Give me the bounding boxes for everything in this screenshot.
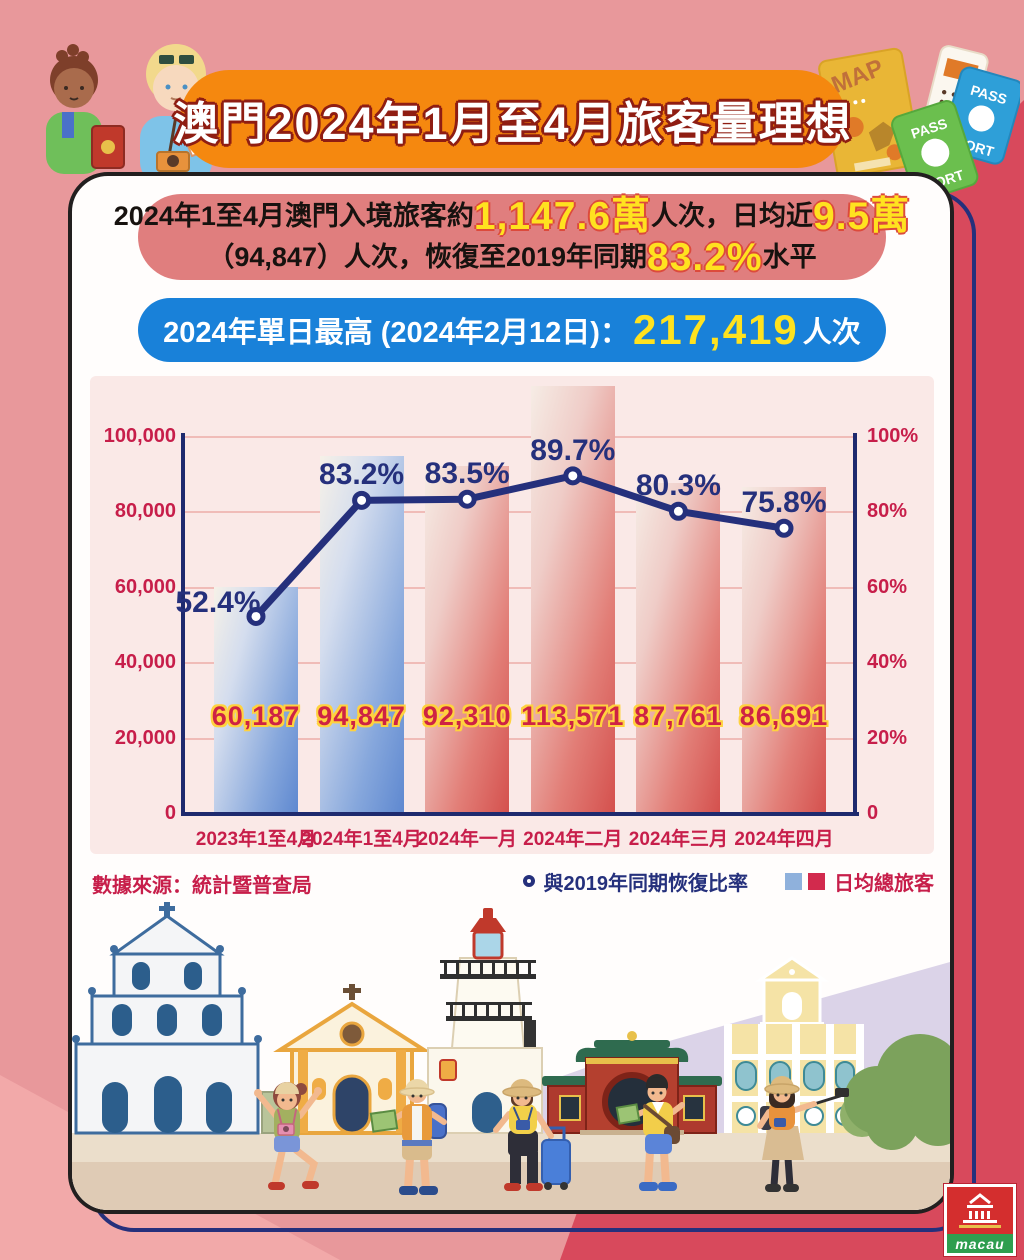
- left-axis-tick: 100,000: [103, 425, 176, 447]
- line-value-label: 80.3%: [635, 469, 721, 503]
- macau-tourism-logo: macau: [944, 1184, 1016, 1256]
- line-legend-label: 與2019年同期恢復比率: [543, 872, 749, 895]
- line-value-label: 75.8%: [741, 486, 827, 520]
- summary-line-2: （94,847）人次，恢復至2019年同期83.2%水平: [207, 237, 816, 278]
- tourist-suitcase-woman: [493, 1079, 571, 1191]
- left-axis-tick: 60,000: [114, 575, 176, 598]
- chart-panel: 60,187 94,847 92,310 113,571 87,761 86,691 202…: [90, 376, 934, 854]
- summary-recovery-rate: 83.2%: [647, 236, 763, 279]
- x-axis-label: 2024年二月: [523, 829, 623, 850]
- gridline: [183, 511, 855, 514]
- travel-documents-illustration: MAP PASS PORT PASS PORT: [818, 45, 1020, 196]
- line-value-label: 52.4%: [175, 586, 261, 620]
- bar-legend-blue-swatch: [785, 872, 802, 890]
- map-booklet: MAP: [818, 47, 921, 179]
- record-pill: 2024年單日最高 (2024年2月12日)： 217,419 人次: [138, 298, 886, 362]
- bar: [319, 456, 404, 814]
- a-ma-temple: [542, 1031, 722, 1135]
- line-value-label: 83.2%: [319, 458, 405, 492]
- bushes: [840, 1034, 950, 1150]
- left-axis-line: [181, 433, 185, 816]
- right-axis-tick: 0: [867, 802, 879, 824]
- line-marker: [246, 606, 266, 626]
- bar-value-label: 87,761: [634, 701, 723, 731]
- gridline: [183, 737, 855, 740]
- right-axis-tick: 60%: [867, 575, 908, 598]
- summary-text: 人次，日均近: [651, 201, 814, 231]
- gridline: [183, 662, 855, 665]
- bar-legend-red-swatch: [808, 872, 825, 890]
- summary-text: 2024年1至4月澳門入境旅客約: [113, 201, 474, 231]
- bar: [742, 487, 826, 814]
- left-axis-tick: 80,000: [114, 500, 176, 523]
- x-axis-label: 2024年一月: [417, 829, 517, 850]
- line-legend-marker-icon: [522, 875, 535, 887]
- x-axis-line: [183, 812, 859, 816]
- recovery-rate-line: [246, 466, 794, 626]
- line-marker: [563, 466, 583, 486]
- summary-text: 水平: [762, 242, 817, 272]
- logo-wordmark: macau: [947, 1234, 1013, 1253]
- line-marker: [774, 518, 794, 538]
- line-marker: [352, 490, 372, 510]
- logo-facade-icon: [947, 1187, 1013, 1234]
- main-card: 2024年1至4月澳門入境旅客約1,147.6萬人次，日均近9.5萬 （94,8…: [68, 172, 954, 1214]
- bar-value-label: 92,310: [422, 701, 512, 731]
- x-axis-label: 2024年1至4月: [301, 829, 422, 850]
- data-source: 數據來源：統計暨普查局: [92, 875, 312, 897]
- tourist-map-man: [615, 1074, 685, 1191]
- city-illustration: [72, 902, 950, 1210]
- title-banner: 澳門2024年1月至4月旅客量理想: [173, 70, 851, 168]
- right-axis-tick: 40%: [867, 651, 908, 674]
- summary-pill: 2024年1至4月澳門入境旅客約1,147.6萬人次，日均近9.5萬 （94,8…: [114, 194, 909, 280]
- right-axis-line: [853, 433, 857, 816]
- tourist-jumping-woman: [254, 1082, 322, 1190]
- line-marker: [668, 501, 688, 521]
- ruins-of-st-pauls: [72, 902, 262, 1135]
- line-path: [253, 472, 785, 619]
- chart-footer: 數據來源：統計暨普查局 與2019年同期恢復比率 日均總旅客: [90, 866, 934, 897]
- bar: [636, 483, 721, 814]
- record-value: 217,419: [632, 306, 799, 353]
- bar-value-label: 60,187: [211, 701, 301, 731]
- line-value-label: 89.7%: [530, 433, 616, 467]
- bar-legend-label: 日均總旅客: [834, 872, 934, 895]
- summary-daily-average: 9.5萬: [813, 195, 911, 238]
- summary-total-visitors: 1,147.6萬: [473, 195, 652, 238]
- bar: [530, 385, 615, 814]
- bar: [425, 465, 510, 814]
- gridline: [183, 586, 855, 589]
- right-axis-tick: 80%: [867, 500, 908, 523]
- chart-legend: 與2019年同期恢復比率 日均總旅客: [522, 866, 934, 896]
- summary-line-1: 2024年1至4月澳門入境旅客約1,147.6萬人次，日均近9.5萬: [114, 196, 910, 237]
- record-suffix: 人次: [802, 317, 861, 349]
- gridline: [183, 436, 855, 438]
- tourist-backpack-man: [369, 1079, 447, 1195]
- bar-value-label: 86,691: [739, 701, 829, 731]
- page-title: 澳門2024年1月至4月旅客量理想: [173, 97, 853, 149]
- tourist-child: [46, 44, 125, 174]
- left-axis-tick: 0: [164, 802, 176, 824]
- bar-value-label: 113,571: [521, 701, 625, 731]
- bar-value-label: 94,847: [317, 701, 406, 731]
- right-axis-tick: 20%: [867, 726, 908, 749]
- x-axis-label: 2024年三月: [628, 829, 729, 850]
- x-axis-label: 2023年1至4月: [195, 829, 317, 850]
- line-value-label: 83.5%: [424, 457, 510, 491]
- x-axis-label: 2024年四月: [734, 829, 834, 850]
- line-marker: [457, 489, 477, 509]
- tourist-selfie-woman: [757, 1076, 849, 1192]
- right-axis-tick: 100%: [867, 425, 919, 447]
- left-axis-tick: 40,000: [114, 651, 176, 674]
- left-axis-tick: 20,000: [114, 726, 176, 749]
- combo-chart: 60,187 94,847 92,310 113,571 87,761 86,691 202…: [90, 376, 934, 854]
- colonial-building: [724, 956, 864, 1133]
- summary-text: （94,847）人次，恢復至2019年同期: [207, 242, 648, 272]
- record-text: 2024年單日最高 (2024年2月12日)：: [163, 317, 629, 349]
